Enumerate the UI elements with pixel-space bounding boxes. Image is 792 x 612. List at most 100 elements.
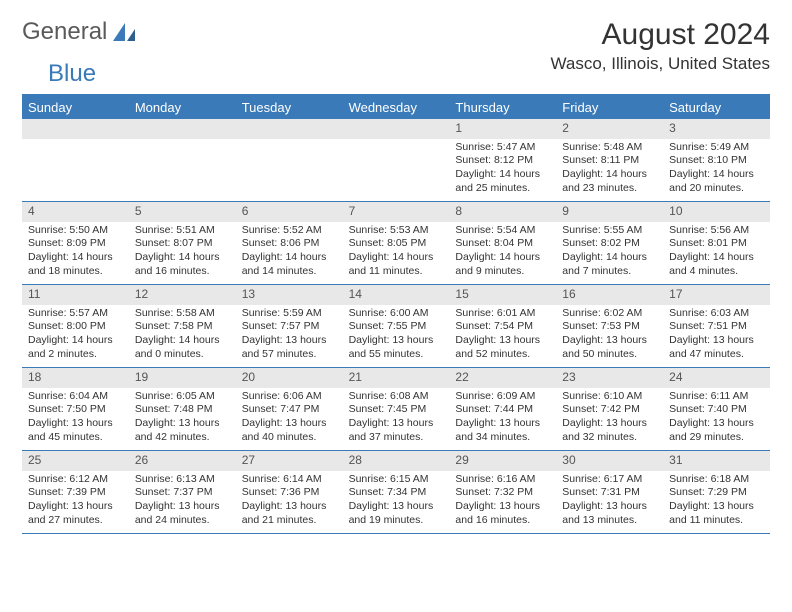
daylight-line: Daylight: 13 hours and 47 minutes. [669,334,764,361]
sunset-line: Sunset: 8:12 PM [455,154,550,168]
daylight-line: Daylight: 14 hours and 16 minutes. [135,251,230,278]
day-number: 22 [449,368,556,388]
calendar-cell: 5Sunrise: 5:51 AMSunset: 8:07 PMDaylight… [129,202,236,284]
daylight-line: Daylight: 13 hours and 34 minutes. [455,417,550,444]
day-number: 7 [343,202,450,222]
cell-body: Sunrise: 5:47 AMSunset: 8:12 PMDaylight:… [449,139,556,200]
calendar-cell: 29Sunrise: 6:16 AMSunset: 7:32 PMDayligh… [449,451,556,533]
daylight-line: Daylight: 13 hours and 19 minutes. [349,500,444,527]
cell-body: Sunrise: 5:57 AMSunset: 8:00 PMDaylight:… [22,305,129,366]
cell-body: Sunrise: 6:04 AMSunset: 7:50 PMDaylight:… [22,388,129,449]
daylight-line: Daylight: 13 hours and 40 minutes. [242,417,337,444]
sunset-line: Sunset: 8:11 PM [562,154,657,168]
day-number: 28 [343,451,450,471]
calendar-cell: 24Sunrise: 6:11 AMSunset: 7:40 PMDayligh… [663,368,770,450]
sunset-line: Sunset: 7:45 PM [349,403,444,417]
sunset-line: Sunset: 7:57 PM [242,320,337,334]
calendar-cell: 30Sunrise: 6:17 AMSunset: 7:31 PMDayligh… [556,451,663,533]
daylight-line: Daylight: 13 hours and 55 minutes. [349,334,444,361]
cell-body: Sunrise: 5:54 AMSunset: 8:04 PMDaylight:… [449,222,556,283]
cell-body: Sunrise: 5:50 AMSunset: 8:09 PMDaylight:… [22,222,129,283]
calendar-cell: 4Sunrise: 5:50 AMSunset: 8:09 PMDaylight… [22,202,129,284]
day-number: 11 [22,285,129,305]
daylight-line: Daylight: 13 hours and 11 minutes. [669,500,764,527]
sunrise-line: Sunrise: 5:58 AM [135,307,230,321]
calendar-cell: 3Sunrise: 5:49 AMSunset: 8:10 PMDaylight… [663,119,770,201]
day-number [22,119,129,139]
day-number: 27 [236,451,343,471]
day-number: 18 [22,368,129,388]
daylight-line: Daylight: 13 hours and 24 minutes. [135,500,230,527]
sunset-line: Sunset: 8:02 PM [562,237,657,251]
calendar-cell [236,119,343,201]
daylight-line: Daylight: 14 hours and 14 minutes. [242,251,337,278]
day-number: 16 [556,285,663,305]
day-number: 1 [449,119,556,139]
sunset-line: Sunset: 7:53 PM [562,320,657,334]
cell-body: Sunrise: 6:05 AMSunset: 7:48 PMDaylight:… [129,388,236,449]
weekday-header: Tuesday [236,96,343,119]
calendar-cell: 25Sunrise: 6:12 AMSunset: 7:39 PMDayligh… [22,451,129,533]
sunrise-line: Sunrise: 6:14 AM [242,473,337,487]
sunset-line: Sunset: 7:34 PM [349,486,444,500]
sunset-line: Sunset: 7:40 PM [669,403,764,417]
daylight-line: Daylight: 13 hours and 16 minutes. [455,500,550,527]
cell-body: Sunrise: 5:52 AMSunset: 8:06 PMDaylight:… [236,222,343,283]
sunset-line: Sunset: 7:36 PM [242,486,337,500]
cell-body: Sunrise: 6:09 AMSunset: 7:44 PMDaylight:… [449,388,556,449]
cell-body: Sunrise: 5:53 AMSunset: 8:05 PMDaylight:… [343,222,450,283]
sunrise-line: Sunrise: 5:52 AM [242,224,337,238]
sunrise-line: Sunrise: 6:00 AM [349,307,444,321]
calendar-cell: 27 Sunrise: 6:14 AMSunset: 7:36 PMDayligh… [236,451,343,533]
calendar-cell: 19Sunrise: 6:05 AMSunset: 7:48 PMDayligh… [129,368,236,450]
daylight-line: Daylight: 14 hours and 11 minutes. [349,251,444,278]
cell-body: Sunrise: 6:06 AMSunset: 7:47 PMDaylight:… [236,388,343,449]
sunset-line: Sunset: 8:07 PM [135,237,230,251]
page-title: August 2024 [550,18,770,52]
calendar-cell: 28Sunrise: 6:15 AMSunset: 7:34 PMDayligh… [343,451,450,533]
sunrise-line: Sunrise: 6:17 AM [562,473,657,487]
daylight-line: Daylight: 13 hours and 57 minutes. [242,334,337,361]
daylight-line: Daylight: 13 hours and 45 minutes. [28,417,123,444]
calendar-cell: 13Sunrise: 5:59 AMSunset: 7:57 PMDayligh… [236,285,343,367]
daylight-line: Daylight: 13 hours and 21 minutes. [242,500,337,527]
calendar-cell: 16Sunrise: 6:02 AMSunset: 7:53 PMDayligh… [556,285,663,367]
sunrise-line: Sunrise: 6:08 AM [349,390,444,404]
day-number: 29 [449,451,556,471]
calendar-cell: 1Sunrise: 5:47 AMSunset: 8:12 PMDaylight… [449,119,556,201]
sunrise-line: Sunrise: 5:53 AM [349,224,444,238]
sunset-line: Sunset: 8:00 PM [28,320,123,334]
daylight-line: Daylight: 14 hours and 25 minutes. [455,168,550,195]
sunrise-line: Sunrise: 6:03 AM [669,307,764,321]
day-number: 5 [129,202,236,222]
sunset-line: Sunset: 8:09 PM [28,237,123,251]
day-number: 19 [129,368,236,388]
sunset-line: Sunset: 7:31 PM [562,486,657,500]
title-block: August 2024 Wasco, Illinois, United Stat… [550,18,770,74]
cell-body: Sunrise: 5:55 AMSunset: 8:02 PMDaylight:… [556,222,663,283]
weekday-header: Thursday [449,96,556,119]
sunrise-line: Sunrise: 6:15 AM [349,473,444,487]
day-number: 26 [129,451,236,471]
calendar-cell: 31Sunrise: 6:18 AMSunset: 7:29 PMDayligh… [663,451,770,533]
calendar-cell: 12Sunrise: 5:58 AMSunset: 7:58 PMDayligh… [129,285,236,367]
sunset-line: Sunset: 7:50 PM [28,403,123,417]
calendar-cell: 17Sunrise: 6:03 AMSunset: 7:51 PMDayligh… [663,285,770,367]
logo: General [22,18,137,46]
daylight-line: Daylight: 14 hours and 7 minutes. [562,251,657,278]
calendar-week-row: 11Sunrise: 5:57 AMSunset: 8:00 PMDayligh… [22,285,770,368]
sunset-line: Sunset: 7:47 PM [242,403,337,417]
day-number: 9 [556,202,663,222]
daylight-line: Daylight: 13 hours and 13 minutes. [562,500,657,527]
sunset-line: Sunset: 7:32 PM [455,486,550,500]
cell-body: Sunrise: 6:02 AMSunset: 7:53 PMDaylight:… [556,305,663,366]
calendar: SundayMondayTuesdayWednesdayThursdayFrid… [22,94,770,534]
sunset-line: Sunset: 7:42 PM [562,403,657,417]
day-number: 21 [343,368,450,388]
daylight-line: Daylight: 13 hours and 50 minutes. [562,334,657,361]
calendar-cell: 10Sunrise: 5:56 AMSunset: 8:01 PMDayligh… [663,202,770,284]
calendar-cell [22,119,129,201]
cell-body: Sunrise: 5:56 AMSunset: 8:01 PMDaylight:… [663,222,770,283]
cell-body: Sunrise: 6:15 AMSunset: 7:34 PMDaylight:… [343,471,450,532]
calendar-cell: 14Sunrise: 6:00 AMSunset: 7:55 PMDayligh… [343,285,450,367]
